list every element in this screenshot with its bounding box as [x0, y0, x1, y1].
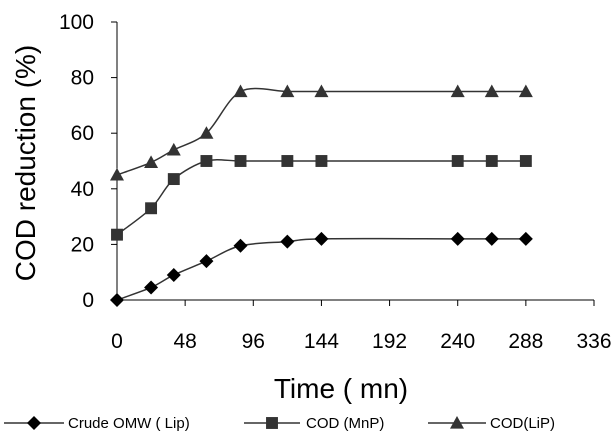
legend-label: COD(LiP) [490, 415, 555, 432]
data-point [111, 228, 123, 241]
data-point [518, 231, 533, 246]
data-point [233, 84, 248, 98]
x-tick-label: 144 [304, 330, 339, 353]
data-point [233, 238, 248, 253]
y-tick-label: 0 [82, 289, 94, 312]
x-tick-label: 336 [576, 330, 611, 353]
series-square [111, 155, 532, 241]
legend-marker-diamond [27, 416, 41, 430]
series-line [116, 158, 526, 236]
y-tick-label: 60 [71, 122, 94, 145]
data-point [484, 231, 499, 246]
data-point [519, 155, 532, 167]
legend-marker-square [266, 417, 278, 429]
data-point [110, 293, 124, 307]
y-axis-ticks: 0 20 40 60 80 100 [59, 11, 117, 312]
data-point [199, 126, 214, 139]
legend-item: Crude OMW ( Lip) [4, 415, 190, 432]
legend-item: COD(LiP) [428, 415, 555, 432]
x-tick-label: 192 [372, 330, 407, 353]
series-diamond [110, 231, 533, 307]
data-point [144, 280, 159, 295]
data-point [200, 155, 213, 167]
data-point [166, 267, 181, 282]
series-line [116, 237, 526, 301]
x-axis-ticks: 0 48 96 144 192 240 288 336 [111, 300, 612, 353]
series-line [116, 87, 526, 176]
data-point [234, 155, 247, 167]
data-point [315, 155, 328, 167]
data-point [280, 84, 295, 98]
x-tick-label: 48 [173, 330, 196, 353]
x-axis-title: Time ( mn) [274, 373, 408, 404]
data-point [166, 142, 181, 156]
data-point [518, 84, 533, 98]
y-tick-label: 20 [71, 233, 94, 256]
data-point [281, 155, 294, 167]
x-tick-label: 96 [242, 330, 265, 353]
plot-area [116, 22, 594, 301]
data-point [167, 173, 180, 186]
data-point [144, 155, 159, 168]
legend-marker-triangle [450, 416, 464, 429]
data-point [199, 254, 214, 269]
y-axis-title: COD reduction (%) [10, 45, 41, 282]
legend: Crude OMW ( Lip) COD (MnP) COD(LiP) [4, 415, 555, 432]
y-tick-label: 40 [71, 178, 94, 201]
x-tick-label: 0 [111, 330, 123, 353]
y-tick-label: 100 [59, 11, 94, 34]
data-point [110, 167, 124, 181]
data-point [484, 84, 499, 98]
legend-label: COD (MnP) [306, 415, 384, 432]
legend-item: COD (MnP) [244, 415, 384, 432]
legend-label: Crude OMW ( Lip) [68, 415, 190, 432]
data-point [280, 234, 295, 249]
x-tick-label: 288 [508, 330, 543, 353]
data-point [450, 84, 465, 98]
data-point [314, 231, 329, 246]
data-point [485, 155, 498, 167]
x-tick-label: 240 [440, 330, 475, 353]
series-triangle [110, 84, 533, 181]
y-tick-label: 80 [71, 67, 94, 90]
data-point [451, 155, 464, 167]
series-layer [110, 84, 533, 307]
data-point [314, 84, 329, 98]
data-point [145, 202, 158, 215]
data-point [450, 231, 465, 246]
